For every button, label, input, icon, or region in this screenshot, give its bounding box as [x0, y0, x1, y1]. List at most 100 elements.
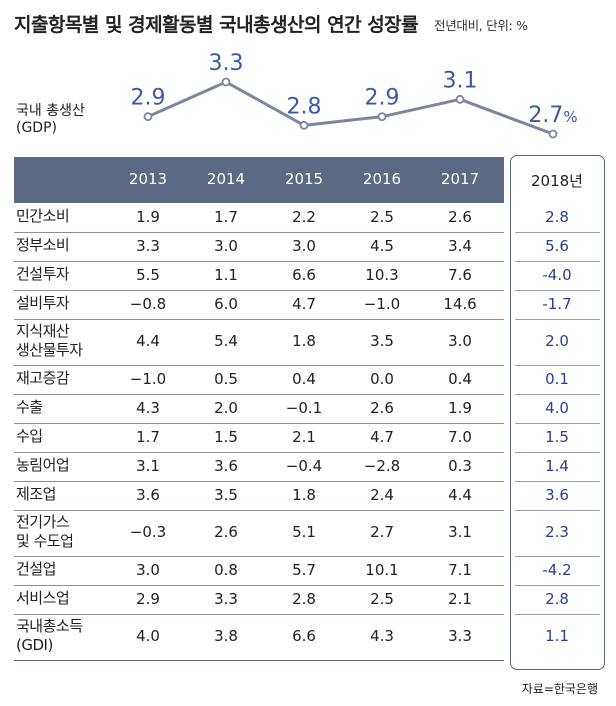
gdp-value-label: 3.3 [209, 51, 244, 76]
row-divider-2018 [515, 452, 600, 453]
row-label-line: 수입 [16, 427, 43, 445]
header-year: 2016 [362, 170, 402, 188]
row-divider [14, 614, 504, 615]
gdp-point [143, 112, 153, 122]
gdp-value-label: 2.9 [365, 86, 400, 111]
table-cell: 4.4 [136, 332, 160, 350]
table-cell: 2.0 [214, 398, 238, 417]
row-label: 민간소비 [16, 207, 70, 226]
table-cell: 3.1 [136, 456, 160, 475]
table-cell: 3.6 [136, 485, 160, 504]
row-divider [14, 394, 504, 395]
header-year: 2017 [440, 170, 480, 188]
row-divider [14, 556, 504, 557]
row-label-line: 설비투자 [16, 294, 70, 312]
chart-subtitle: 전년대비, 단위: % [434, 18, 528, 33]
row-label-line: 농림어업 [16, 456, 70, 474]
table-cell: −2.8 [363, 456, 401, 475]
row-label: 제조업 [16, 485, 56, 504]
table-cell: 2.2 [292, 207, 316, 226]
row-label-line: 수출 [16, 398, 43, 416]
table-header-band [14, 157, 504, 203]
table-cell: 2.9 [136, 589, 160, 608]
row-divider [14, 481, 504, 482]
table-cell: 4.7 [292, 294, 316, 313]
table-cell: 3.0 [136, 560, 160, 579]
table-cell: −1.0 [129, 369, 167, 388]
table-cell: 1.5 [214, 427, 238, 446]
row-label-line: 민간소비 [16, 207, 70, 225]
row-label: 건설업 [16, 560, 56, 579]
table-cell-2018: -4.0 [542, 265, 572, 284]
table-cell: −0.8 [129, 294, 167, 313]
table-cell: 2.5 [370, 207, 394, 226]
gdp-point [548, 129, 558, 139]
table-cell: −0.4 [285, 456, 323, 475]
gdp-label-abbr: (GDP) [16, 120, 57, 136]
row-label: 정부소비 [16, 236, 70, 255]
table-cell: 0.4 [448, 369, 472, 388]
table-cell: 2.7 [370, 523, 394, 541]
gdp-point [455, 94, 465, 104]
table-cell: 0.5 [214, 369, 238, 388]
table-cell: 0.3 [448, 456, 472, 475]
row-divider-2018 [515, 394, 600, 395]
table-cell-2018: 2.0 [545, 332, 569, 350]
row-divider-2018 [515, 556, 600, 557]
gdp-point [221, 77, 231, 87]
row-label-line: 국내총소득 [16, 617, 83, 635]
row-label-line: 정부소비 [16, 236, 70, 254]
table-cell-2018: 0.1 [545, 369, 569, 388]
table-cell: 4.0 [136, 627, 160, 645]
row-divider [14, 585, 504, 586]
gdp-value-label: 2.8 [287, 94, 322, 119]
table-cell: 1.7 [214, 207, 238, 226]
row-divider-2018 [515, 261, 600, 262]
table-cell: 2.4 [370, 485, 394, 504]
table-cell: 5.5 [136, 265, 160, 284]
table-cell: 2.5 [370, 589, 394, 608]
table-cell: −0.1 [285, 398, 323, 417]
gdp-label: 국내 총생산 [16, 103, 85, 119]
row-divider [14, 261, 504, 262]
table-cell: 6.0 [214, 294, 238, 313]
row-divider-2018 [515, 365, 600, 366]
gdp-unit-label: % [563, 108, 577, 126]
row-label-line: (GDI) [16, 636, 53, 654]
header-year: 2013 [128, 170, 168, 188]
table-cell: 3.0 [448, 332, 472, 350]
table-cell-2018: -1.7 [542, 294, 572, 313]
row-label-line: 서비스업 [16, 589, 70, 607]
table-cell: 10.1 [365, 560, 399, 579]
table-cell: 5.7 [292, 560, 316, 579]
table-cell: 4.3 [370, 627, 394, 645]
row-label-line: 전기가스 [16, 513, 70, 531]
table-cell: 3.1 [448, 523, 472, 541]
header-year: 2015 [284, 170, 324, 188]
table-cell: 3.8 [214, 627, 238, 645]
table-cell: 7.1 [448, 560, 472, 579]
row-label: 건설투자 [16, 265, 70, 284]
table-cell: 2.6 [214, 523, 238, 541]
table-cell-2018: 1.5 [545, 427, 569, 446]
row-label-line: 재고증감 [16, 369, 70, 387]
table-cell-2018: 2.8 [545, 589, 569, 608]
row-divider-2018 [515, 290, 600, 291]
row-divider-2018 [515, 510, 600, 511]
row-label: 수입 [16, 427, 43, 446]
table-cell: 6.6 [292, 627, 316, 645]
table-cell: 2.6 [370, 398, 394, 417]
table-cell: 1.9 [136, 207, 160, 226]
table-cell: 3.5 [370, 332, 394, 350]
row-label: 지식재산 생산물투자 [16, 322, 83, 360]
table-cell: 0.4 [292, 369, 316, 388]
row-divider [14, 423, 504, 424]
row-label: 국내총소득 (GDI) [16, 617, 83, 655]
table-cell: 4.3 [136, 398, 160, 417]
table-cell: 3.4 [448, 236, 472, 255]
table-cell: 2.1 [448, 589, 472, 608]
gdp-series-line [147, 80, 554, 136]
gdp-value-label: 2.9 [131, 86, 166, 111]
gdp-point [377, 112, 387, 122]
table-bottom-rule [14, 660, 504, 661]
